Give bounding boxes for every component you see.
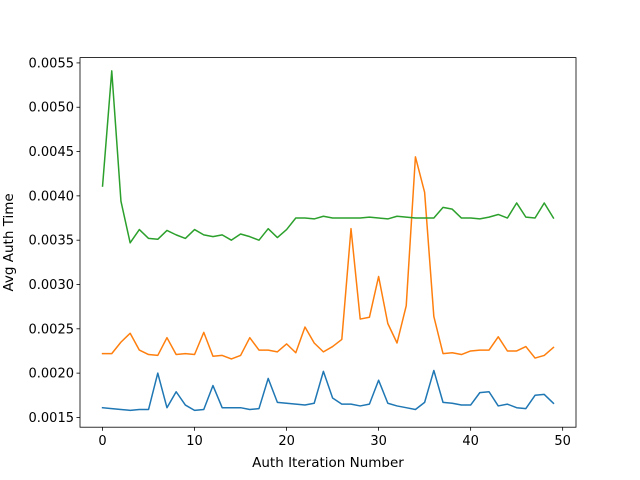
y-tick-label: 0.0035 — [29, 234, 75, 249]
series-blue-line — [101, 369, 555, 412]
x-tick-label: 20 — [278, 434, 295, 449]
y-tick-label: 0.0050 — [29, 101, 75, 116]
plot-frame — [79, 57, 577, 428]
x-axis: 0 10 20 30 40 50 — [98, 427, 571, 449]
y-tick-label: 0.0015 — [29, 411, 75, 426]
y-tick-label: 0.0025 — [29, 322, 75, 337]
y-tick-label: 0.0020 — [29, 367, 75, 382]
y-axis: 0.0015 0.0020 0.0025 0.0030 0.0035 0.0040 0.00… — [29, 56, 80, 426]
series-layer — [101, 70, 555, 412]
y-tick-label: 0.0030 — [29, 278, 75, 293]
series-orange-line — [101, 156, 555, 360]
y-tick-label: 0.0040 — [29, 189, 75, 204]
x-tick-label: 40 — [462, 434, 479, 449]
x-axis-label: Auth Iteration Number — [252, 455, 404, 471]
series-green-line — [101, 70, 555, 244]
y-tick-label: 0.0045 — [29, 145, 75, 160]
y-axis-label: Avg Auth Time — [1, 193, 17, 291]
y-tick-label: 0.0055 — [29, 56, 75, 71]
x-tick-label: 30 — [370, 434, 387, 449]
x-tick-label: 0 — [98, 434, 106, 449]
x-tick-label: 10 — [186, 434, 203, 449]
x-tick-label: 50 — [554, 434, 571, 449]
